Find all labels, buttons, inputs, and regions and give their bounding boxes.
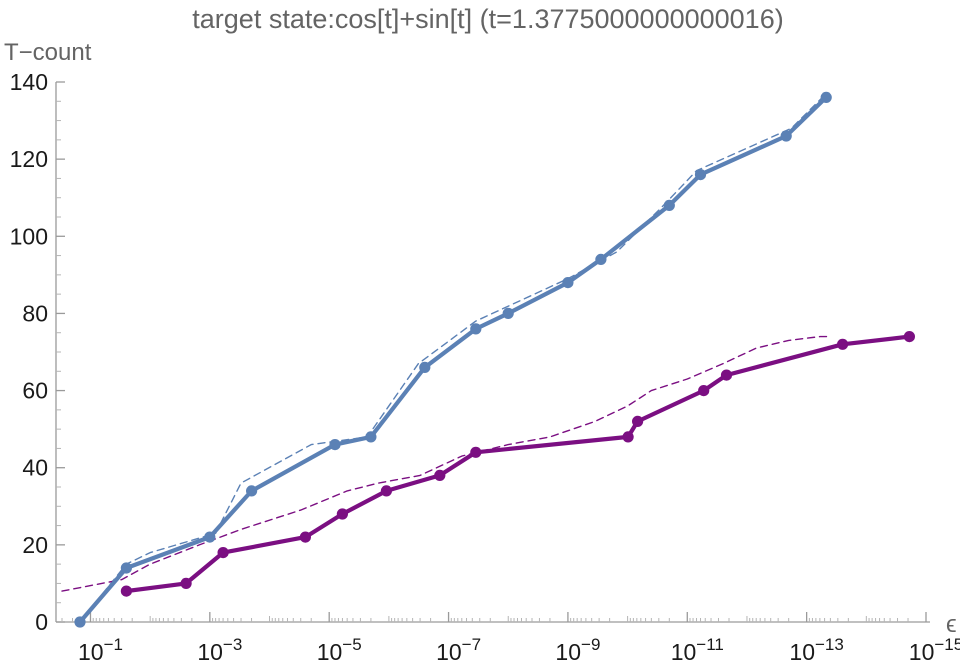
y-tick-label: 120 [10, 146, 48, 172]
x-tick-label: 10−5 [317, 635, 362, 665]
data-point [120, 562, 132, 574]
data-point [217, 547, 229, 559]
y-axis-ticks: 0 20 40 60 80 100 120 140 [10, 69, 65, 635]
series-line [77, 95, 829, 625]
x-tick-label: 10−7 [436, 635, 481, 665]
data-point [903, 331, 916, 343]
y-tick-label: 100 [10, 223, 48, 249]
data-point [329, 439, 341, 451]
y-tick-label: 40 [22, 455, 48, 481]
data-point [632, 415, 644, 427]
data-point [299, 531, 311, 543]
y-tick-label: 20 [22, 532, 48, 558]
y-tick-label: 80 [22, 300, 48, 326]
data-point [180, 577, 192, 590]
data-point [837, 338, 849, 350]
y-tick-label: 140 [10, 69, 48, 95]
data-point [470, 446, 482, 458]
data-point [434, 469, 446, 481]
data-point [820, 91, 832, 103]
x-tick-label: 10−9 [555, 635, 600, 665]
y-tick-label: 0 [35, 609, 48, 635]
plot-area [61, 91, 916, 628]
x-tick-label: 10−1 [78, 635, 123, 665]
data-point [470, 323, 482, 335]
data-point [663, 199, 675, 211]
data-point [336, 508, 348, 520]
data-point [622, 431, 634, 443]
x-tick-label: 10−11 [671, 635, 724, 665]
chart-title: target state:cos[t]+sin[t] (t=1.37750000… [192, 4, 783, 34]
data-point [74, 616, 86, 628]
data-point [562, 277, 574, 289]
data-point [380, 485, 392, 497]
x-tick-label: 10−3 [197, 635, 242, 665]
y-tick-label: 60 [22, 378, 48, 404]
series-dashed-line [79, 92, 827, 623]
data-point [204, 531, 216, 543]
data-point [502, 307, 514, 319]
data-point [246, 485, 258, 497]
data-point [595, 253, 607, 265]
data-point [365, 431, 377, 443]
data-point [120, 585, 132, 597]
data-point [698, 385, 710, 397]
series-dashed-line [61, 335, 832, 592]
data-point [694, 169, 707, 181]
x-axis-ticks: 10−1 10−3 10−5 10−7 10−9 10−11 10−13 10−15 [61, 612, 960, 665]
x-tick-label: 10−15 [909, 635, 960, 665]
x-tick-label: 10−13 [789, 635, 843, 665]
series-line [124, 334, 912, 594]
x-axis-label: ϵ [946, 611, 957, 638]
data-point [780, 130, 792, 142]
data-point [419, 361, 431, 373]
data-point [720, 369, 733, 381]
y-axis-label: T−count [4, 39, 92, 66]
